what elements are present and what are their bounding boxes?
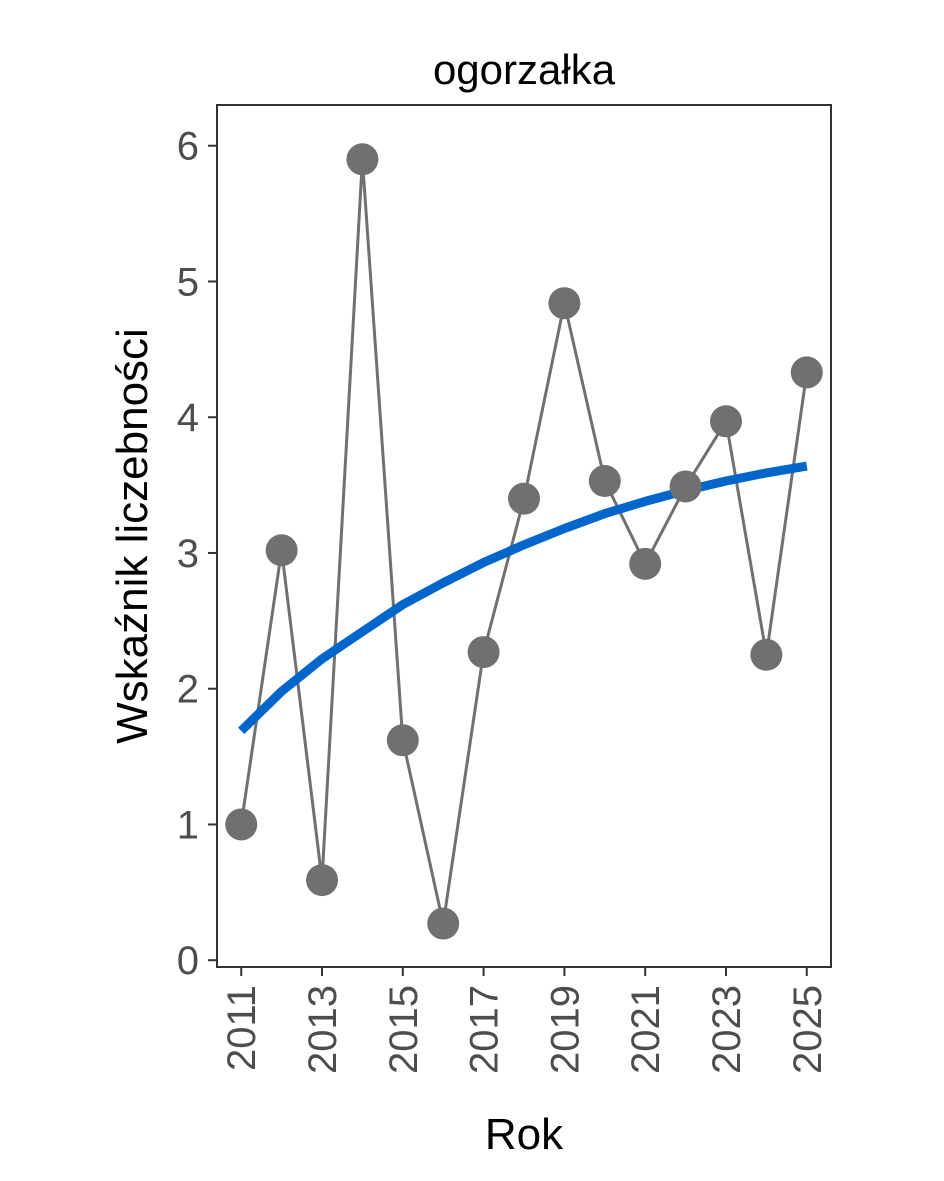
y-axis: 0 1 2 3 4 5 6 [177,125,217,983]
data-point [225,808,258,841]
chart-title: ogorzałka [433,46,616,93]
data-point [629,547,662,580]
x-axis: 2011 2013 2015 2017 2019 2021 2023 2025 [220,967,830,1074]
x-tick-label: 2011 [220,985,264,1071]
x-tick-label: 2023 [705,985,749,1074]
y-tick-label: 0 [177,939,199,983]
y-axis-title: Wskaźnik liczebności [108,328,157,744]
x-axis-title: Rok [485,1110,564,1159]
y-tick-label: 4 [177,396,199,440]
data-point [548,287,581,320]
y-tick-label: 5 [177,260,199,304]
y-tick-label: 2 [177,668,199,712]
x-tick-label: 2019 [543,985,587,1074]
data-point [427,907,460,940]
data-point [669,470,702,503]
data-point [306,864,339,897]
data-point [508,482,540,515]
data-point [709,405,742,438]
data-point [588,465,621,498]
x-tick-label: 2015 [382,985,426,1074]
series-layer [225,143,823,940]
y-tick-label: 6 [177,125,199,169]
trend-line [238,461,808,735]
x-tick-label: 2013 [301,985,345,1074]
plot-panel [216,104,832,968]
data-point [346,143,379,176]
x-tick-label: 2025 [786,985,830,1074]
x-tick-label: 2021 [624,985,668,1074]
y-tick-label: 1 [177,803,199,847]
data-point [750,638,783,671]
data-point [790,356,823,389]
data-point [386,724,419,757]
data-point [265,534,298,567]
x-tick-label: 2017 [463,985,507,1074]
data-point [467,636,500,669]
y-tick-label: 3 [177,532,199,576]
